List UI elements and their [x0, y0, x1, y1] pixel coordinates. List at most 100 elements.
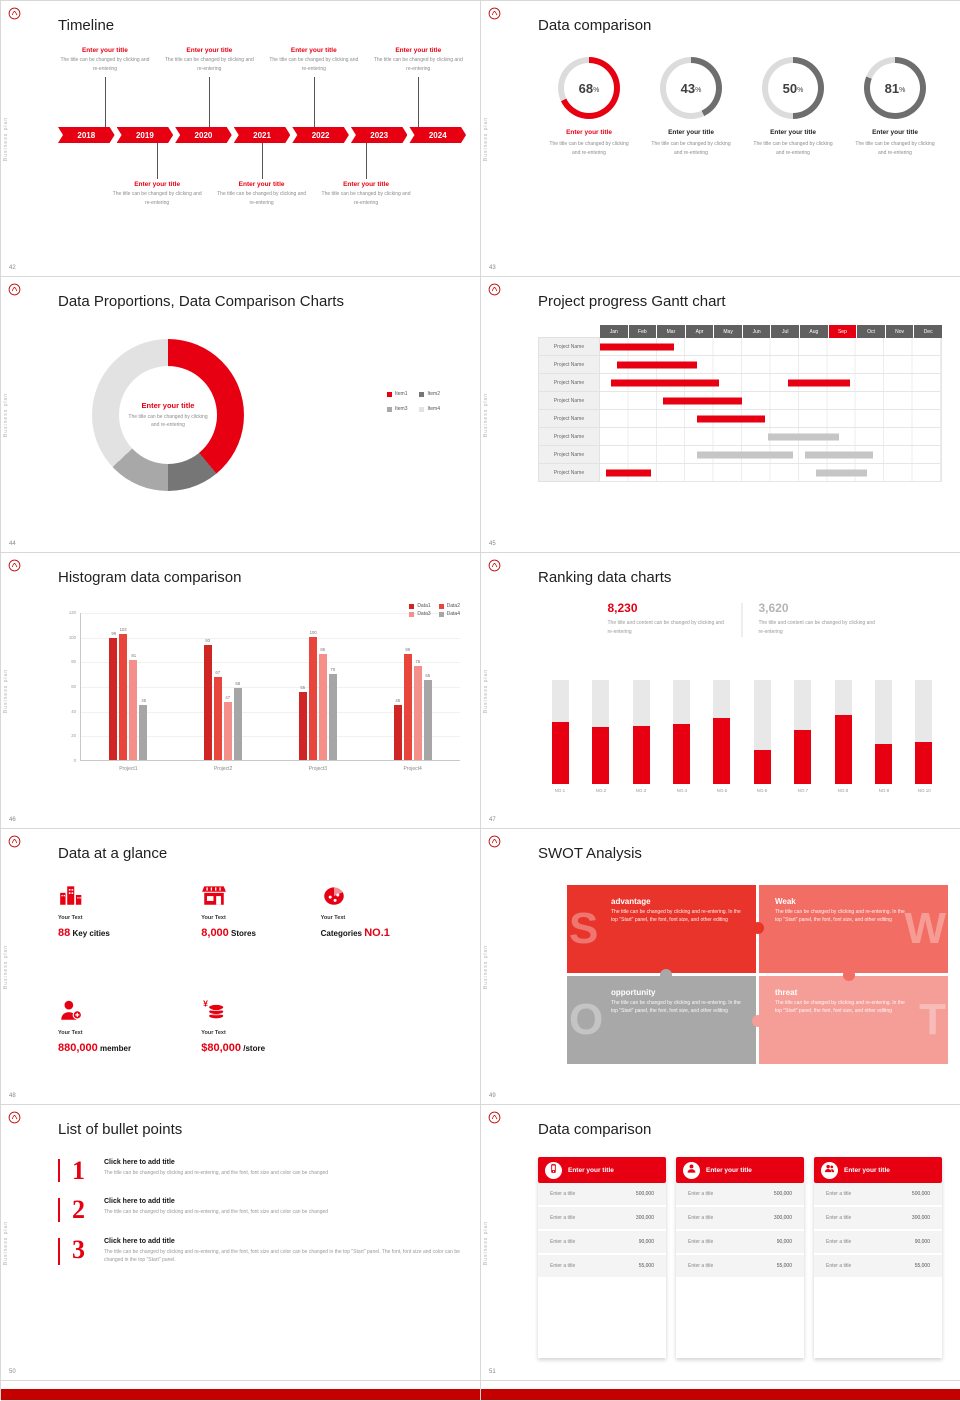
bar-value-label: 99 [111, 631, 116, 637]
bars: 93 67 47 58 [204, 613, 243, 760]
gantt-month-cell: Aug [800, 325, 828, 338]
slide-thumbnail-47[interactable]: Business plan Ranking data charts 8,230 T… [481, 553, 960, 829]
progress-ring-value: 43 [680, 80, 696, 96]
bar-wrap: 93 [204, 613, 213, 760]
swot-text: advantage The title can be changed by cli… [611, 897, 746, 925]
slide-thumbnail-51[interactable]: Business plan Data comparison Enter your… [481, 1105, 960, 1381]
stats-glance-content: Your Text 88 Key cities Your Text 8,000 Sto… [58, 875, 456, 1082]
bullet-item: 2 Click here to add title The title can be… [58, 1197, 460, 1223]
timeline-year-marker[interactable]: 2019 [117, 127, 174, 143]
timeline-year-marker[interactable]: 2020 [175, 127, 232, 143]
slide-thumbnail-45[interactable]: Business plan Project progress Gantt cha… [481, 277, 960, 553]
gantt-bar[interactable] [815, 469, 868, 476]
timeline-year-marker[interactable]: 2021 [234, 127, 291, 143]
ranking-chart-content: 8,230 The title and content can be change… [538, 599, 946, 806]
ranking-label: NO.1 [554, 788, 566, 794]
timeline-year-marker[interactable]: 2018 [58, 127, 115, 143]
bullet-title[interactable]: Click here to add title [104, 1198, 175, 1206]
legend-item: Data1 [409, 603, 431, 609]
row-label: Enter a title [826, 1239, 852, 1245]
bullet-title[interactable]: Click here to add title [104, 1237, 175, 1245]
percent-sign: % [593, 86, 600, 94]
gantt-month-cell: Dec [914, 325, 942, 338]
x-axis-label: Project4 [403, 766, 422, 772]
gantt-bar[interactable] [696, 451, 794, 458]
user-icon [686, 1161, 697, 1179]
stat-value: 3,620 [758, 601, 789, 615]
ranking-label: NO.3 [635, 788, 647, 794]
gantt-bar[interactable] [696, 415, 765, 422]
next-slide-red-band [1, 1389, 480, 1400]
bar [298, 692, 307, 760]
slide-title: SWOT Analysis [538, 845, 642, 862]
timeline-year-marker[interactable]: 2024 [409, 127, 466, 143]
bar-value-label: 93 [205, 638, 211, 644]
row-value: 300,000 [635, 1215, 654, 1221]
bar [308, 636, 317, 760]
slide-thumbnail-42[interactable]: Business plan Timeline Enter your title T… [1, 1, 481, 277]
gantt-row: Project Name [538, 391, 942, 410]
stat-value-line: Categories NO.1 [321, 923, 456, 941]
progress-rings-content: 68% Enter your title The title can be chan… [538, 57, 946, 254]
gantt-bar[interactable] [767, 433, 839, 440]
bar-wrap: 55 [298, 613, 307, 760]
legend-label: Item3 [394, 406, 408, 412]
ranking-fill [672, 723, 690, 784]
ranking-fill [794, 729, 812, 784]
gantt-bar[interactable] [787, 379, 851, 386]
bar-wrap: 99 [109, 613, 118, 760]
next-slide-preview[interactable] [481, 1381, 960, 1401]
gantt-bar[interactable] [605, 469, 652, 476]
gridline [81, 637, 460, 639]
timeline-year-marker[interactable]: 2022 [292, 127, 349, 143]
slide-thumbnail-43[interactable]: Business plan Data comparison 68% Enter y… [481, 1, 960, 277]
stat-value-line: $80,000 /store [201, 1038, 320, 1056]
slide-thumbnail-48[interactable]: Business plan Data at a glance Your Text… [1, 829, 481, 1105]
x-axis-label: Project1 [119, 766, 138, 772]
timeline-connector-line [157, 143, 159, 179]
gantt-bar[interactable] [617, 361, 697, 368]
gantt-month-cell: Sep [828, 325, 857, 338]
legend-label: Item1 [394, 391, 408, 397]
page-number: 49 [489, 1093, 496, 1099]
timeline-year-marker[interactable]: 2023 [351, 127, 408, 143]
timeline-entry: Enter your title The title can be changed… [319, 181, 413, 207]
bar-group: 93 67 47 58 Project2 [176, 613, 271, 772]
swot-letter: O [569, 995, 604, 1044]
legend-item: Item3 [386, 406, 408, 412]
next-slide-preview[interactable] [1, 1381, 481, 1401]
stat-item: Your Text 8,000 Stores [201, 883, 320, 968]
legend-label: Data3 [417, 611, 431, 617]
bullet-title[interactable]: Click here to add title [104, 1159, 175, 1166]
gantt-row-label: Project Name [538, 373, 600, 392]
ring-desc: The title can be changed by clicking and… [753, 141, 833, 156]
page-number: 45 [489, 541, 496, 547]
ranking-label: NO.8 [837, 788, 849, 794]
slide-thumbnail-44[interactable]: Business plan Data Proportions, Data Com… [1, 277, 481, 553]
gantt-bar[interactable] [611, 379, 720, 386]
bar-wrap: 81 [129, 613, 138, 760]
slide-title: Timeline [58, 17, 115, 34]
bar-value-label: 47 [225, 695, 231, 701]
bar-wrap: 58 [234, 613, 243, 760]
slide-thumbnail-46[interactable]: Business plan Histogram data comparison … [1, 553, 481, 829]
card-row: Enter a title 90,000 [538, 1231, 666, 1255]
timeline-connector-line [418, 77, 420, 127]
y-axis-label: 40 [71, 709, 76, 715]
bar [423, 679, 432, 760]
gantt-header-row: Jan Feb Mar Apr May Jun Jul Aug Sep Oct Nov Dec [538, 325, 942, 338]
gantt-bar[interactable] [662, 397, 743, 404]
row-value: 300,000 [911, 1215, 930, 1221]
gantt-bar[interactable] [804, 451, 873, 458]
slide-thumbnail-50[interactable]: Business plan List of bullet points 1 Cli… [1, 1105, 481, 1381]
slide-side-label: Business plan [3, 944, 9, 989]
stat-value-part: Key cities [70, 929, 110, 938]
gantt-month-cell: May [714, 325, 742, 338]
gantt-bar[interactable] [600, 343, 674, 350]
slide-title: List of bullet points [58, 1121, 183, 1138]
gantt-row: Project Name [538, 445, 942, 464]
stat-block: 8,230 The title and content can be change… [608, 601, 726, 636]
swot-desc: The title can be changed by clicking and… [775, 1000, 905, 1014]
bar-value-label: 86 [320, 647, 326, 653]
